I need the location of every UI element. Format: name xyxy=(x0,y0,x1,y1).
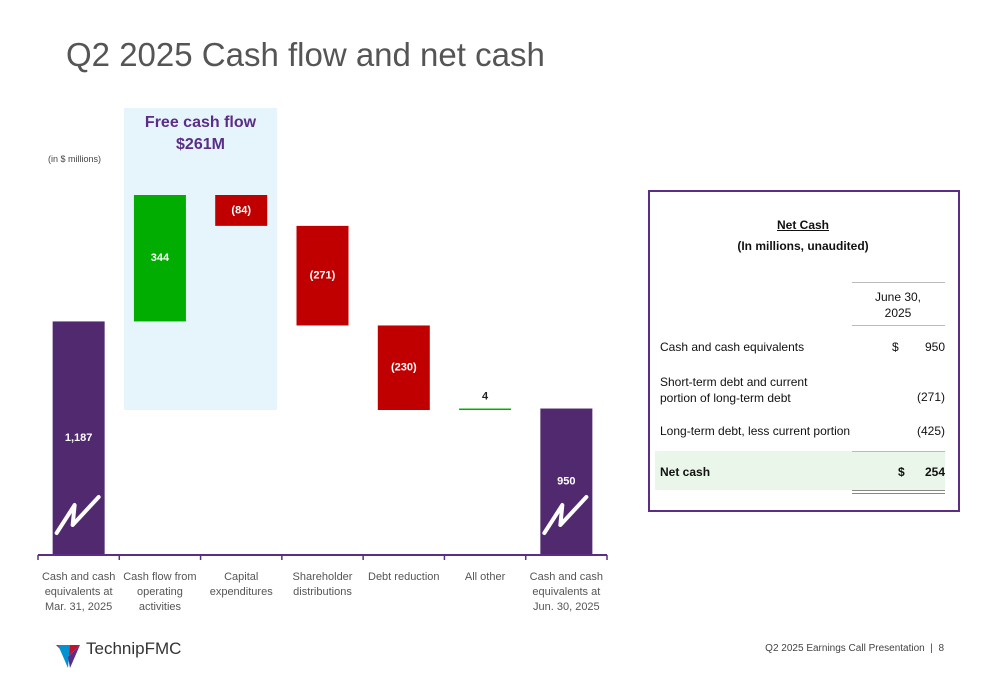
row-label: Short-term debt and current portion of l… xyxy=(660,375,808,405)
value-label: 950 xyxy=(557,476,575,488)
value-label: (84) xyxy=(231,204,251,216)
slide-title: Q2 2025 Cash flow and net cash xyxy=(66,36,545,73)
footer-text: Q2 2025 Earnings Call Presentation xyxy=(765,643,925,654)
value-label: 4 xyxy=(482,390,489,402)
x-tick-label: Capital expenditures xyxy=(209,571,273,598)
annotation-title: Free cash flow xyxy=(144,114,257,131)
x-tick-label: Shareholder distributions xyxy=(292,571,353,598)
bar xyxy=(215,195,268,226)
logo-text: TechnipFMC xyxy=(86,639,182,658)
row-value: 254 xyxy=(924,465,945,479)
annotation-value: $261M xyxy=(176,136,225,153)
x-tick-label: Debt reduction xyxy=(368,571,440,583)
value-label: 1,187 xyxy=(65,432,93,444)
row-value: 950 xyxy=(924,340,945,354)
net-cash-table xyxy=(648,190,960,512)
row-label: Cash and cash equivalents xyxy=(660,340,805,354)
bar xyxy=(133,195,186,322)
axis-break xyxy=(542,495,589,535)
x-tick-label: All other xyxy=(464,571,506,583)
value-label: 344 xyxy=(151,252,170,264)
bar xyxy=(296,225,349,326)
table-subtitle: (In millions, unaudited) xyxy=(737,239,869,253)
page-number: 8 xyxy=(938,643,944,654)
axis-break xyxy=(54,495,101,535)
rule xyxy=(852,282,945,283)
table-title: Net Cash xyxy=(776,218,829,232)
total-row-bg xyxy=(655,451,945,490)
footer: Q2 2025 Earnings Call Presentation | 8 xyxy=(765,643,944,654)
row-currency: $ xyxy=(892,340,899,354)
value-label: (230) xyxy=(391,362,417,374)
bar xyxy=(540,408,593,555)
rule xyxy=(852,451,945,452)
x-tick-label: Cash flow from operating activities xyxy=(123,571,197,613)
column-header: June 30, 2025 xyxy=(874,290,922,320)
row-value: (425) xyxy=(916,424,945,438)
double-rule xyxy=(852,490,945,494)
unit-note: (in $ millions) xyxy=(48,154,102,164)
row-label: Long-term debt, less current portion xyxy=(660,424,851,438)
x-tick-label: Cash and cash equivalents at Mar. 31, 20… xyxy=(41,571,116,613)
x-tick-label: Cash and cash equivalents at Jun. 30, 20… xyxy=(529,571,604,613)
bar xyxy=(459,408,512,411)
row-value: (271) xyxy=(916,390,945,404)
row-currency: $ xyxy=(898,465,905,479)
rule xyxy=(852,325,945,326)
row-label: Net cash xyxy=(660,465,711,479)
value-label: (271) xyxy=(310,270,336,282)
bar xyxy=(377,325,430,410)
